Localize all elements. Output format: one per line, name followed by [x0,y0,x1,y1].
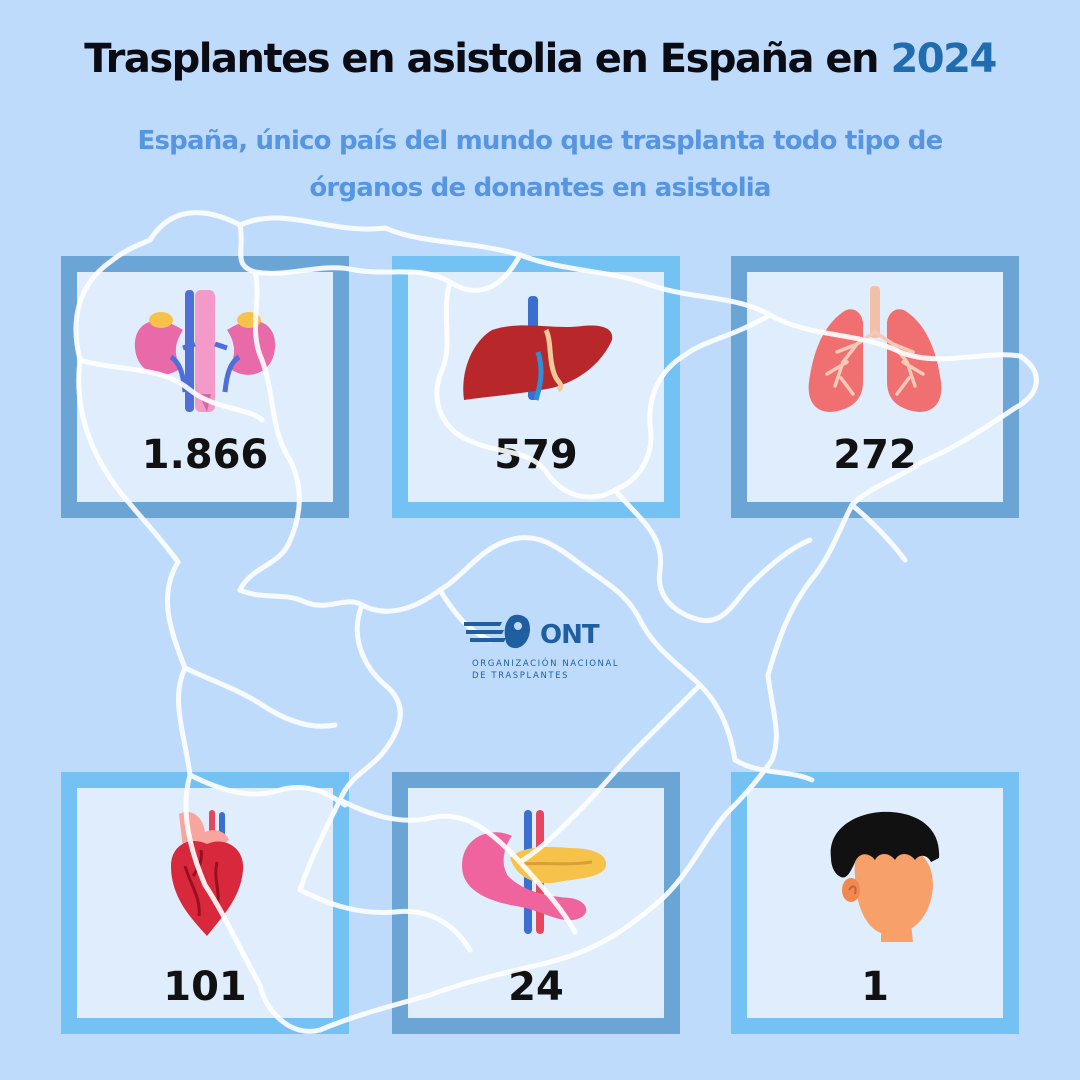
liver-icon [452,282,620,418]
organ-card-lungs: 272 [731,256,1019,518]
organ-count: 1 [861,964,889,1010]
organ-count: 1.866 [141,432,269,478]
ont-logo: ONT ORGANIZACIÓN NACIONAL DE TRASPLANTES [462,612,632,684]
organ-card-heart: 101 [61,772,349,1034]
ont-logo-name-line1: ORGANIZACIÓN NACIONAL [472,659,620,669]
page-title: Trasplantes en asistolia en España en 20… [0,36,1080,82]
organ-count: 272 [833,432,917,478]
ont-logo-acronym: ONT [540,620,600,650]
pancreas-icon [452,806,620,942]
organ-card-face: 1 [731,772,1019,1034]
lungs-icon [791,282,959,418]
organ-count: 579 [494,432,578,478]
ont-logo-mark [464,614,530,649]
heart-icon [121,806,289,942]
organ-count: 101 [163,964,247,1010]
organ-card-pancreas: 24 [392,772,680,1034]
face-icon [791,806,959,942]
title-text: Trasplantes en asistolia en España en [84,36,879,82]
ont-logo-name-line2: DE TRASPLANTES [472,671,570,681]
organ-count: 24 [508,964,564,1010]
organ-card-kidney: 1.866 [61,256,349,518]
title-year: 2024 [890,36,997,82]
page-subtitle: España, único país del mundo que traspla… [137,126,944,203]
kidney-icon [121,282,289,418]
organ-card-liver: 579 [392,256,680,518]
